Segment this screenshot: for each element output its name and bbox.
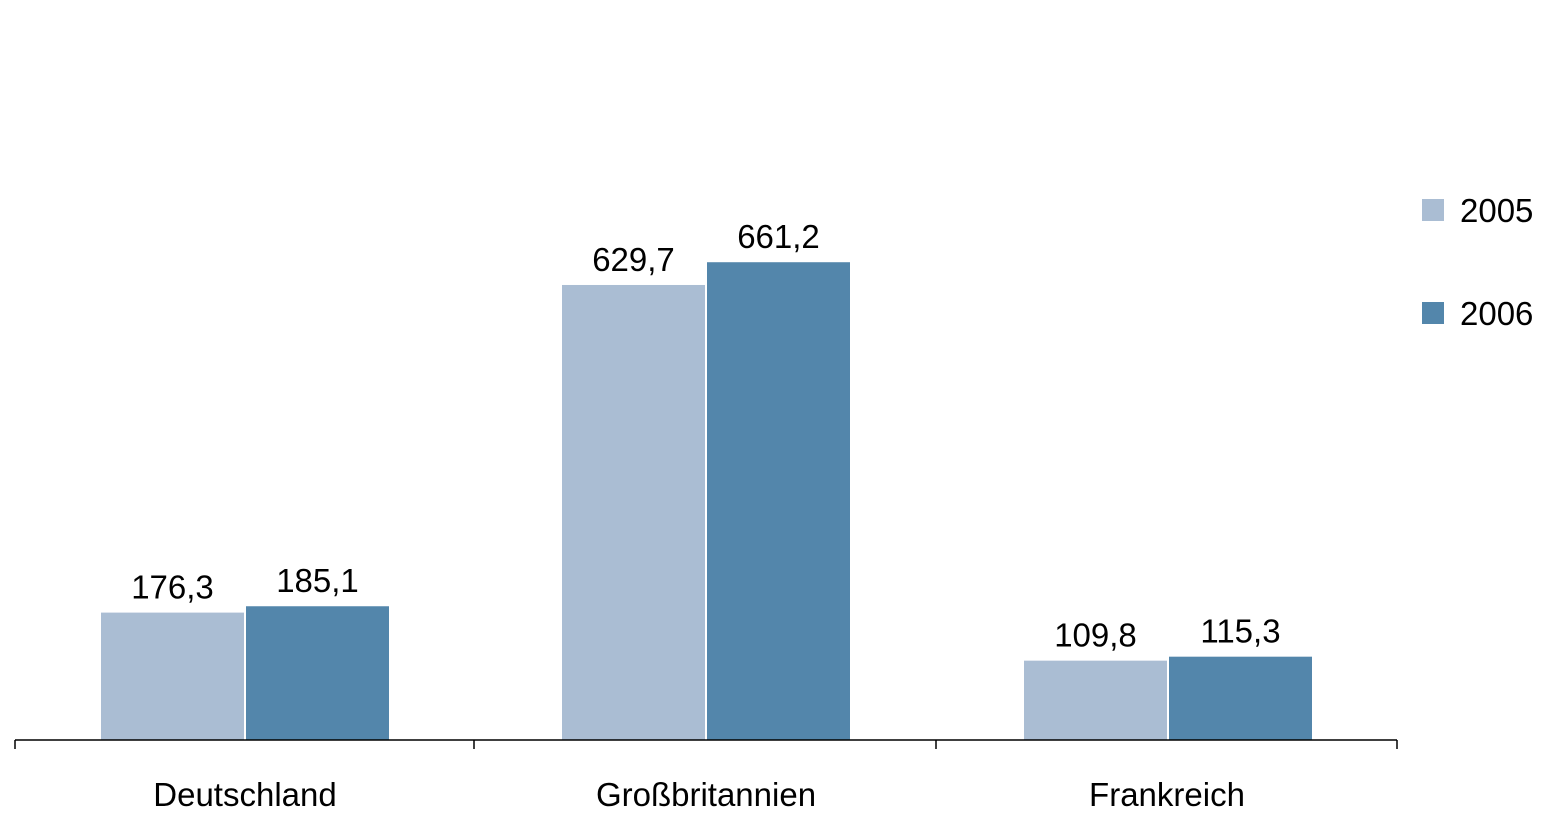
x-axis: [14, 739, 1398, 749]
data-label-frankreich-2006: 115,3: [1200, 613, 1280, 650]
data-labels-layer: 176,3 185,1 629,7 661,2 109,8 115,3: [131, 218, 1280, 653]
bar-deutschland-2006: [246, 606, 389, 740]
bar-gro-britannien-2005: [562, 284, 705, 740]
category-label-deutschland: Deutschland: [153, 776, 336, 811]
legend: 2005 2006: [1422, 192, 1533, 332]
data-label-gro-britannien-2005: 629,7: [592, 241, 675, 278]
legend-label-2006: 2006: [1460, 295, 1533, 332]
category-label-gro-britannien: Großbritannien: [596, 776, 816, 811]
data-label-deutschland-2006: 185,1: [276, 562, 359, 599]
data-label-gro-britannien-2006: 661,2: [737, 218, 820, 255]
legend-label-2005: 2005: [1460, 192, 1533, 229]
data-label-frankreich-2005: 109,8: [1054, 617, 1137, 654]
bars-layer: [101, 262, 1312, 740]
bar-frankreich-2005: [1024, 660, 1167, 740]
category-labels-layer: Deutschland Großbritannien Frankreich: [153, 776, 1245, 813]
bar-gro-britannien-2006: [707, 262, 850, 740]
bar-frankreich-2006: [1169, 656, 1312, 740]
legend-swatch-2005: [1422, 199, 1444, 221]
category-label-frankreich: Frankreich: [1089, 776, 1245, 811]
bar-deutschland-2005: [101, 612, 244, 740]
legend-swatch-2006: [1422, 302, 1444, 324]
data-label-deutschland-2005: 176,3: [131, 569, 214, 606]
